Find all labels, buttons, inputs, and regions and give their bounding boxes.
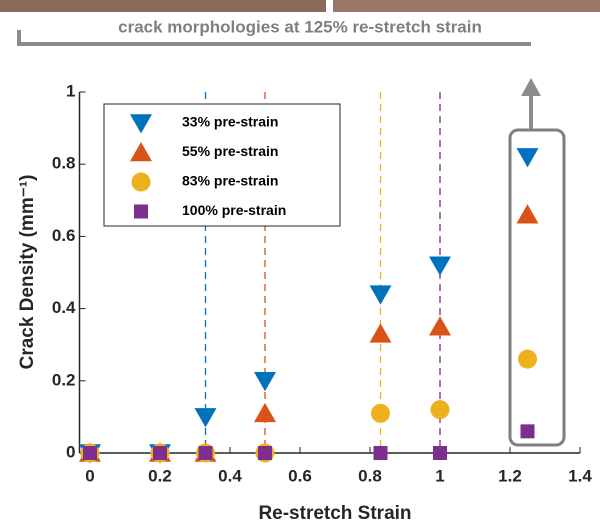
chart: crack morphologies at 125% re-stretch st… — [0, 0, 600, 525]
marker — [153, 446, 167, 460]
x-tick-label: 1.4 — [568, 466, 592, 485]
legend-label: 55% pre-strain — [182, 143, 278, 159]
marker — [83, 446, 97, 460]
marker — [258, 446, 272, 460]
marker — [517, 204, 539, 223]
legend-label: 33% pre-strain — [182, 114, 278, 130]
y-tick-label: 0.6 — [52, 226, 76, 245]
marker — [371, 404, 390, 423]
x-tick-label: 0 — [85, 466, 94, 485]
photo-strip — [0, 0, 326, 12]
marker — [521, 424, 535, 438]
y-tick-label: 0.4 — [52, 298, 76, 317]
marker — [433, 446, 447, 460]
legend-label: 100% pre-strain — [182, 202, 286, 218]
x-tick-label: 0.6 — [288, 466, 312, 485]
arrow-head — [521, 78, 541, 96]
x-tick-label: 1 — [435, 466, 444, 485]
x-tick-label: 1.2 — [498, 466, 522, 485]
legend-marker — [134, 205, 148, 219]
marker — [199, 446, 213, 460]
marker — [429, 256, 451, 275]
highlight-box — [510, 130, 564, 445]
marker — [370, 285, 392, 304]
x-tick-label: 0.2 — [148, 466, 172, 485]
marker — [517, 148, 539, 167]
marker — [518, 350, 537, 369]
y-tick-label: 0.8 — [52, 154, 76, 173]
marker — [429, 316, 451, 335]
x-tick-label: 0.4 — [218, 466, 242, 485]
marker — [374, 446, 388, 460]
marker — [195, 408, 217, 427]
legend-label: 83% pre-strain — [182, 173, 278, 189]
marker — [254, 403, 276, 422]
marker — [254, 372, 276, 391]
y-tick-label: 0 — [66, 442, 75, 461]
x-axis-label: Re-stretch Strain — [258, 503, 411, 524]
x-tick-label: 0.8 — [358, 466, 382, 485]
marker — [370, 323, 392, 342]
y-tick-label: 0.2 — [52, 370, 76, 389]
photo-strip — [333, 0, 600, 12]
y-tick-label: 1 — [66, 81, 75, 100]
marker — [431, 400, 450, 419]
annotation: crack morphologies at 125% re-stretch st… — [118, 17, 482, 36]
legend-marker — [132, 173, 151, 192]
y-axis-label: Crack Density (mm⁻¹) — [17, 175, 38, 370]
